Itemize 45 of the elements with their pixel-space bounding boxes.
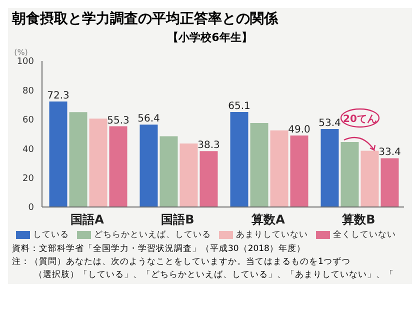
bar xyxy=(49,101,68,207)
bar xyxy=(230,112,248,207)
bar xyxy=(69,112,88,207)
annotation: 20てん xyxy=(343,114,377,125)
text: （選択肢）「している」、「どちらかといえば、している」、「あまりしていない」、「 xyxy=(33,269,395,282)
bar xyxy=(290,135,308,207)
bar xyxy=(89,118,108,207)
data-label: 38.3 xyxy=(198,140,220,152)
y-tick-label: 40 xyxy=(22,144,34,155)
legend-label: している xyxy=(32,229,69,241)
bar xyxy=(180,143,198,207)
data-label: 33.4 xyxy=(378,147,401,158)
legend-label: 全くしていない xyxy=(332,229,396,241)
chart-subtitle: 【小学校6年生】 xyxy=(166,30,254,45)
data-label: 55.3 xyxy=(107,115,130,126)
y-axis-title: (%) xyxy=(14,48,28,57)
chart-title: 朝食摂取と学力調査の平均正答率との関係 xyxy=(10,10,280,29)
bar xyxy=(360,150,379,207)
data-label: 65.1 xyxy=(228,100,250,112)
y-tick-label: 100 xyxy=(16,57,34,68)
y-tick-label: 0 xyxy=(28,203,34,214)
bar xyxy=(160,136,178,207)
bar xyxy=(109,126,128,207)
bar xyxy=(340,142,359,207)
data-label: 53.4 xyxy=(318,118,341,130)
data-label: 72.3 xyxy=(47,90,70,102)
x-tick-label: 国語A xyxy=(70,212,105,227)
bar xyxy=(380,158,399,207)
bar xyxy=(320,129,339,207)
data-label: 56.4 xyxy=(138,114,160,125)
y-tick-label: 20 xyxy=(22,174,34,184)
legend-label: どちらかといえば、している xyxy=(93,229,211,241)
text: 注：（質問）あなたは、次のようなことをしていますか。当てはまるものを1つずつ xyxy=(12,256,352,269)
text: 資料：文部科学省「全国学力・学習状況調査」（平成30（2018）年度） xyxy=(12,243,306,256)
bar xyxy=(200,151,218,207)
x-tick-label: 算数A xyxy=(250,212,286,227)
x-tick-label: 算数B xyxy=(341,212,376,227)
legend-label: あまりしていない xyxy=(235,229,308,241)
bar xyxy=(250,123,268,207)
bar xyxy=(140,124,158,207)
data-label: 49.0 xyxy=(288,124,310,136)
x-tick-label: 国語B xyxy=(161,212,194,227)
y-tick-label: 80 xyxy=(22,86,34,96)
bar xyxy=(270,130,288,207)
y-tick-label: 60 xyxy=(22,116,34,126)
